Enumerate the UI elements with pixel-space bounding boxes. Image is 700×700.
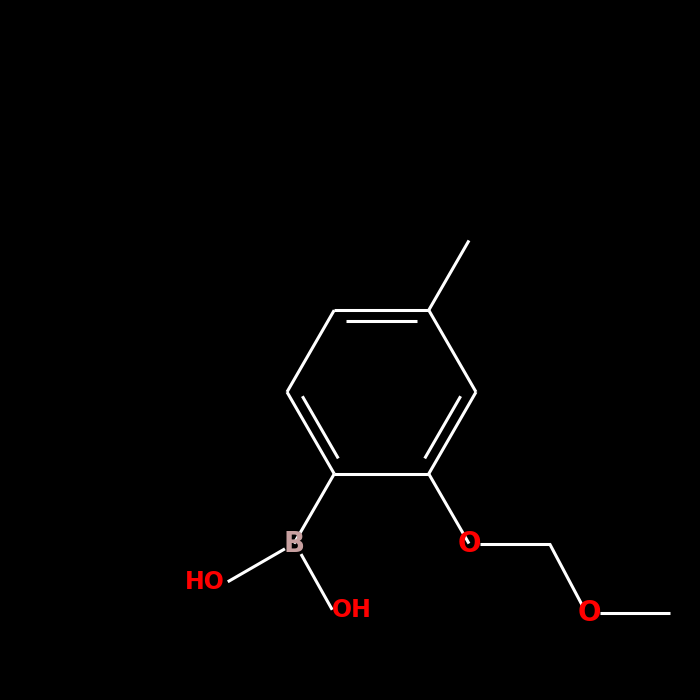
Text: O: O (457, 530, 481, 558)
Text: O: O (578, 599, 601, 627)
Text: B: B (284, 530, 304, 558)
Text: OH: OH (332, 598, 372, 622)
Text: HO: HO (184, 570, 224, 594)
